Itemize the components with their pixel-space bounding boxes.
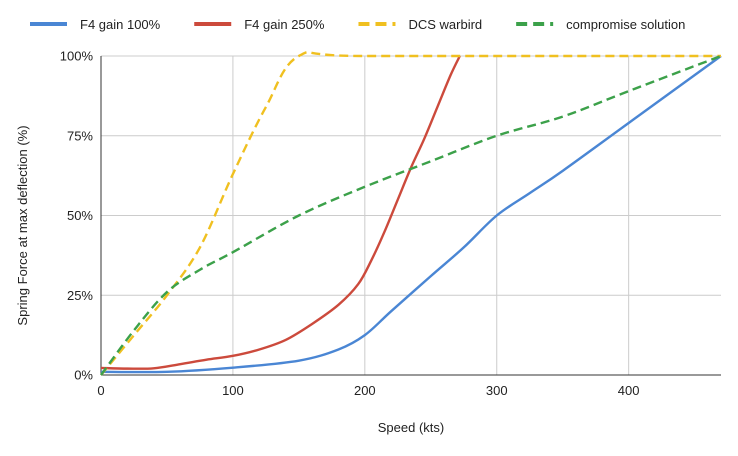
series-line-compromise-solution bbox=[100, 54, 722, 376]
legend: F4 gain 100% F4 gain 250% DCS warbird compr… bbox=[30, 17, 685, 32]
legend-item-f4-gain-100[interactable]: F4 gain 100% bbox=[30, 17, 161, 32]
x-tick-label: 400 bbox=[618, 383, 640, 398]
legend-label: compromise solution bbox=[566, 17, 685, 32]
legend-item-dcs-warbird[interactable]: DCS warbird bbox=[358, 17, 482, 32]
y-tick-label: 25% bbox=[67, 288, 93, 303]
y-tick-label: 75% bbox=[67, 128, 93, 143]
series-layer bbox=[100, 51, 722, 376]
axes bbox=[100, 56, 721, 376]
x-tick-label: 200 bbox=[354, 383, 376, 398]
x-tick-label: 300 bbox=[486, 383, 508, 398]
legend-label: F4 gain 100% bbox=[80, 17, 161, 32]
grid bbox=[101, 55, 721, 375]
y-tick-label: 0% bbox=[74, 368, 93, 383]
x-tick-label: 0 bbox=[97, 383, 104, 398]
legend-label: F4 gain 250% bbox=[244, 17, 325, 32]
legend-label: DCS warbird bbox=[408, 17, 482, 32]
tick-labels: 0% 25% 50% 75% 100% 0 100 200 300 400 bbox=[60, 49, 640, 399]
x-axis-title: Speed (kts) bbox=[378, 420, 444, 435]
y-axis-title: Spring Force at max deflection (%) bbox=[15, 125, 30, 325]
x-tick-label: 100 bbox=[222, 383, 244, 398]
series-line-f4-gain-100 bbox=[100, 55, 722, 374]
series-line-dcs-warbird bbox=[100, 51, 721, 376]
y-tick-label: 100% bbox=[60, 49, 94, 64]
legend-item-compromise-solution[interactable]: compromise solution bbox=[516, 17, 685, 32]
y-tick-label: 50% bbox=[67, 208, 93, 223]
series-line-f4-gain-250 bbox=[100, 55, 461, 370]
legend-item-f4-gain-250[interactable]: F4 gain 250% bbox=[194, 17, 325, 32]
